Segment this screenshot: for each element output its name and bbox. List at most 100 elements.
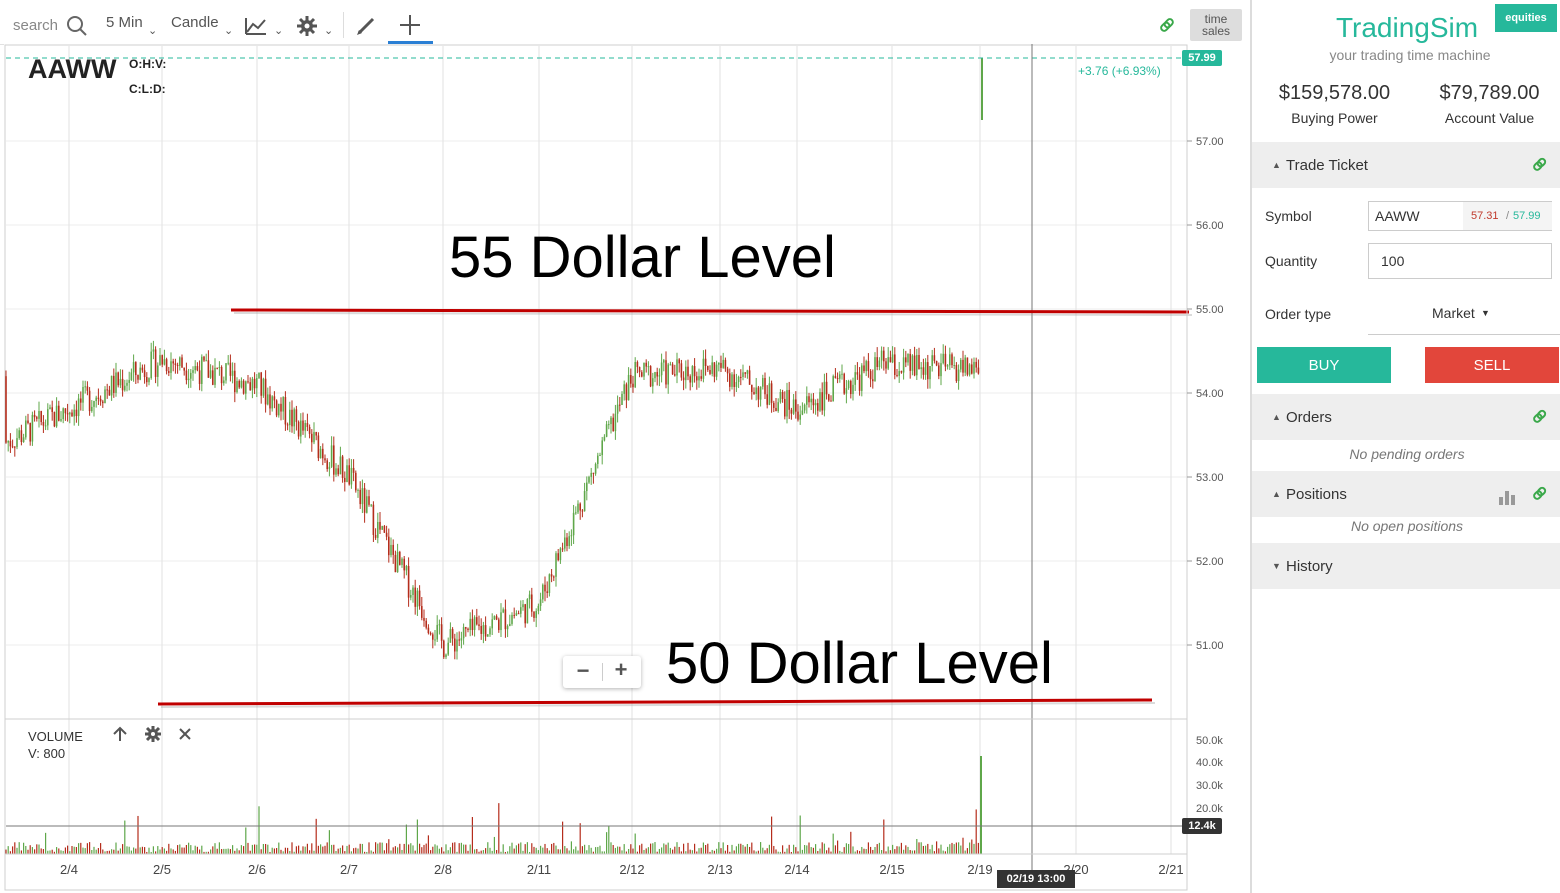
candle-body [890,357,892,362]
candle-body [511,615,513,624]
candle-body [390,545,392,555]
candle-body [672,364,674,374]
equities-badge[interactable]: equities [1495,4,1557,32]
volume-bar [503,844,504,854]
candle-body [159,355,161,365]
candle-body [560,548,562,560]
candle-body [23,437,25,442]
candle-body [806,396,808,405]
volume-bar [298,846,299,854]
candle-body [725,360,727,369]
symbol-input[interactable]: AAWW 57.31 / 57.99 [1368,201,1552,231]
candle-body [243,381,245,394]
order-type-select[interactable]: Market ▼ [1368,296,1560,335]
no-orders-text: No pending orders [1252,446,1560,462]
price-chart[interactable]: 57.00 56.00 55.00 54.00 53.00 52.00 51.00 2/4 2… [4,44,1248,893]
candle-body [157,365,159,376]
arrow-up-icon[interactable] [112,726,128,742]
volume-bar [923,846,924,854]
volume-bar [610,842,611,854]
volume-bar [137,816,138,854]
chart-symbol: AAWW [28,54,116,85]
candle-body [920,367,922,369]
link-icon[interactable] [1532,485,1548,501]
volume-bar [254,844,255,854]
link-icon[interactable] [1532,156,1548,172]
candle-body [764,378,766,394]
zoom-in-button[interactable]: + [609,657,633,683]
volume-bar [764,850,765,854]
candle-body [179,357,181,365]
candle-body [401,559,403,565]
candle-body [392,545,394,555]
candle-body [487,634,489,636]
candle-body [111,376,113,396]
gear-icon[interactable] [296,15,318,37]
candle-body [62,408,64,419]
candle-body [115,372,117,392]
candle-body [698,376,700,380]
volume-bar [665,845,666,854]
crosshair-icon[interactable] [398,13,422,37]
candle-body [934,355,936,361]
candle-body [632,384,634,388]
volume-bar [221,849,222,854]
volume-bar [751,843,752,854]
volume-bar [608,826,609,854]
link-icon[interactable] [1158,16,1176,34]
volume-bar [14,842,15,854]
trade-ticket-title: Trade Ticket [1286,157,1368,174]
trade-ticket-header[interactable]: ▲ Trade Ticket [1252,142,1560,188]
candle-body [606,424,608,436]
positions-header[interactable]: ▲ Positions [1252,471,1560,517]
volume-bar [8,846,9,854]
sell-button[interactable]: SELL [1425,347,1559,383]
candle-body [711,362,713,374]
candle-body [516,613,518,615]
volume-settings-gear-icon[interactable] [144,725,162,743]
candle-body [595,464,597,474]
candle-body [436,625,438,640]
volume-bar [727,845,728,854]
date-tick-label: 2/4 [60,862,78,877]
interval-select[interactable]: 5 Min [106,14,143,31]
pencil-icon[interactable] [355,15,377,37]
search-icon[interactable] [66,15,88,37]
volume-bar [179,844,180,854]
candle-body [311,434,313,442]
search-input[interactable]: search [13,17,58,34]
candle-body [533,612,535,618]
close-icon[interactable] [178,727,192,741]
volume-bar [126,846,127,854]
orders-header[interactable]: ▲ Orders [1252,394,1560,440]
candle-body [608,424,610,425]
candle-body [98,398,100,399]
chart-type-select[interactable]: Candle [171,14,219,31]
candle-body [762,378,764,387]
candle-body [865,361,867,371]
volume-bar [190,845,191,854]
zoom-out-button[interactable]: − [571,658,595,684]
candle-body [216,368,218,369]
volume-bar [749,847,750,854]
date-tick-label: 2/12 [619,862,644,877]
volume-bar [635,834,636,854]
candle-body [150,352,152,378]
candle-body [663,360,665,362]
quantity-input[interactable]: 100 [1368,243,1552,279]
candle-body [703,359,705,379]
candle-body [225,363,227,380]
candle-body [203,357,205,361]
history-header[interactable]: ▼ History [1252,543,1560,589]
volume-bar [432,847,433,854]
candle-body [443,641,445,657]
indicator-chart-icon[interactable] [245,16,267,36]
caret-down-icon: ▼ [1481,308,1490,318]
bar-chart-icon[interactable] [1498,487,1516,505]
candle-body [819,392,821,411]
time-sales-button[interactable]: time sales [1190,9,1242,41]
buy-button[interactable]: BUY [1257,347,1391,383]
price-chart-area[interactable]: 57.00 56.00 55.00 54.00 53.00 52.00 51.00 2/4 2… [4,44,1248,893]
link-icon[interactable] [1532,408,1548,424]
volume-bar [833,834,834,854]
